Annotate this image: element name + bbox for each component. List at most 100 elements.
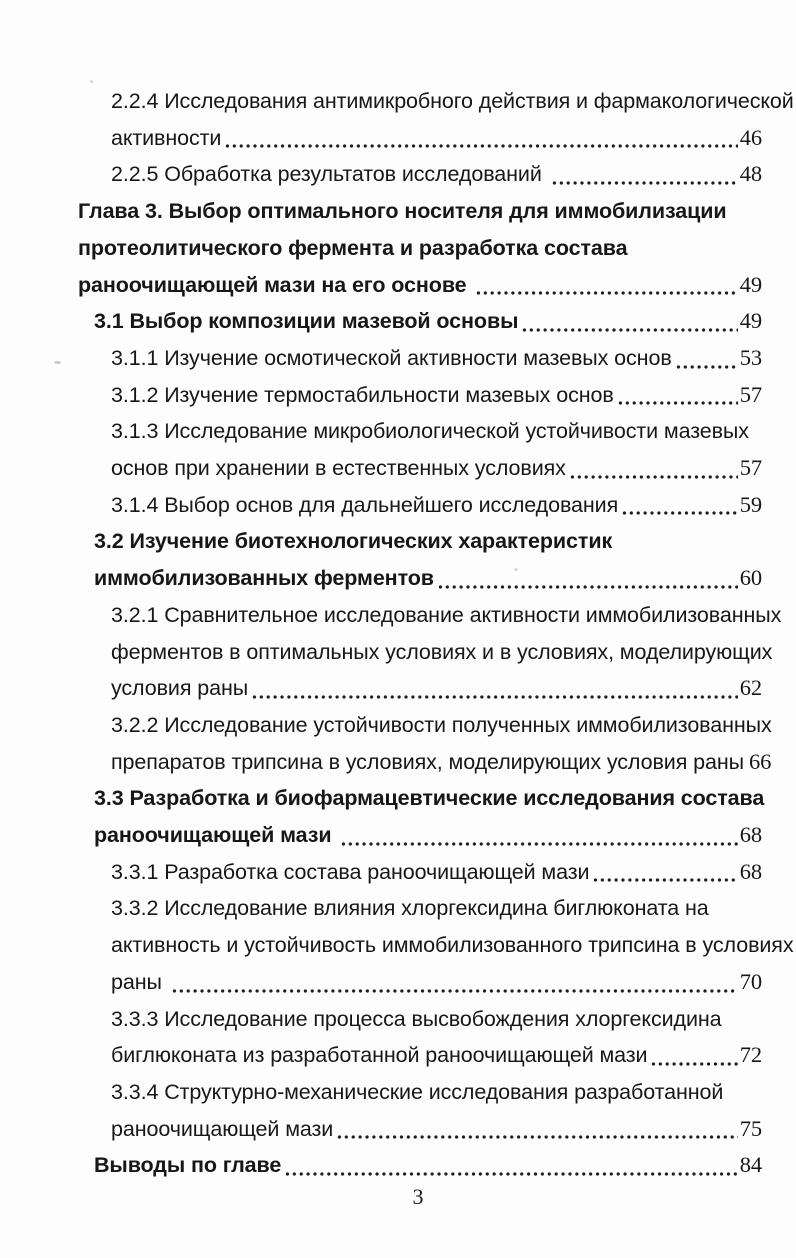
- toc-entry-line: раны 70: [111, 963, 762, 1001]
- toc-entry: 3.3.4 Структурно-механические исследован…: [111, 1074, 762, 1148]
- toc-entry-line: раноочищающей мази 68: [94, 817, 762, 854]
- toc-entry-line: 3.3.4 Структурно-механические исследован…: [111, 1074, 762, 1111]
- toc-entry: Глава 3. Выбор оптимального носителя для…: [78, 193, 762, 304]
- toc-entry-text: Глава 3. Выбор оптимального носителя для…: [78, 199, 727, 224]
- dot-leader: [170, 963, 738, 1001]
- toc-entry: 3.2 Изучение биотехнологических характер…: [94, 523, 762, 597]
- toc-entry-text: раноочищающей мази: [111, 1116, 334, 1141]
- toc-page-ref: 57: [739, 381, 762, 407]
- toc-entry-text: раноочищающей мази на его основе: [78, 272, 473, 297]
- toc-entry-text: основ при хранении в естественных услови…: [111, 456, 566, 481]
- dot-leader: [224, 119, 738, 157]
- toc-entry-text: 2.2.5 Обработка результатов исследований: [111, 162, 548, 187]
- dot-leader: [284, 1147, 738, 1185]
- toc-entry-text: активность и устойчивость иммобилизованн…: [111, 933, 794, 958]
- toc-entry-text: иммобилизованных ферментов: [94, 566, 434, 591]
- toc-entry-text: протеолитического фермента и разработка …: [78, 235, 628, 260]
- toc-entry-text: 3.3.4 Структурно-механические исследован…: [111, 1079, 724, 1104]
- toc-entry-line: ферментов в оптимальных условиях и в усл…: [111, 634, 772, 671]
- toc-entry-line: биглюконата из разработанной раноочищающ…: [111, 1037, 762, 1074]
- toc-entry: 3.3.2 Исследование влияния хлоргексидина…: [111, 890, 794, 1001]
- toc-entry-text: 3.3.2 Исследование влияния хлоргексидина…: [111, 896, 709, 921]
- toc-entry-text: 3.1 Выбор композиции мазевой основы: [94, 309, 519, 334]
- toc-entry-text: 3.2.2 Исследование устойчивости полученн…: [111, 712, 772, 737]
- toc-entry-text: 3.1.2 Изучение термостабильности мазевых…: [111, 382, 614, 407]
- toc-entry-line: препаратов трипсина в условиях, моделиру…: [111, 744, 771, 781]
- toc-entry-line: 3.3.1 Разработка состава раноочищающей м…: [111, 853, 762, 891]
- toc-entry-line: активность и устойчивость иммобилизованн…: [111, 927, 794, 964]
- toc-entry-line: протеолитического фермента и разработка …: [78, 230, 762, 267]
- toc-entry-text: 3.1.4 Выбор основ для дальнейшего исслед…: [111, 492, 619, 517]
- dot-leader: [336, 1110, 738, 1148]
- dot-leader: [340, 817, 738, 854]
- toc-entry-line: 3.2 Изучение биотехнологических характер…: [94, 523, 762, 560]
- toc-entry: 3.1 Выбор композиции мазевой основы 49: [94, 303, 762, 340]
- toc-entry-line: активности 46: [111, 119, 762, 157]
- toc-entry-text: 2.2.4 Исследования антимикробного действ…: [111, 89, 794, 113]
- toc-page-ref: 49: [739, 308, 762, 334]
- toc-page-ref: 70: [739, 968, 762, 994]
- toc-page-ref: 60: [739, 565, 762, 591]
- toc-page-ref: 84: [739, 1152, 762, 1178]
- toc-entry-text: 3.3.3 Исследование процесса высвобождени…: [111, 1006, 722, 1031]
- dot-leader: [475, 266, 738, 304]
- toc-entry: 2.2.5 Обработка результатов исследований…: [111, 156, 762, 194]
- toc-entry-line: 3.2.2 Исследование устойчивости полученн…: [111, 707, 772, 744]
- toc-entry-line: иммобилизованных ферментов 60: [94, 560, 762, 597]
- toc-entry: 3.1.3 Исследование микробиологической ус…: [111, 413, 762, 487]
- toc-page-ref: 49: [739, 271, 762, 297]
- table-of-contents: 2.2.4 Исследования антимикробного действ…: [0, 83, 794, 1185]
- toc-entry-line: 3.3 Разработка и биофармацевтические исс…: [94, 780, 764, 817]
- dot-leader: [436, 560, 738, 597]
- toc-entry-text: условия раны: [111, 676, 249, 701]
- toc-page-ref: 53: [739, 344, 762, 370]
- toc-entry-line: 3.1.3 Исследование микробиологической ус…: [111, 413, 762, 450]
- scan-artifact: [54, 361, 61, 364]
- toc-entry: 3.1.2 Изучение термостабильности мазевых…: [111, 376, 762, 414]
- toc-page-ref: 68: [739, 822, 762, 848]
- dot-leader: [251, 670, 738, 707]
- toc-entry: 3.2.2 Исследование устойчивости полученн…: [111, 707, 772, 781]
- toc-entry-line: раноочищающей мази на его основе 49: [78, 266, 762, 304]
- toc-entry-text: раноочищающей мази: [94, 823, 338, 848]
- toc-entry: 3.3.3 Исследование процесса высвобождени…: [111, 1001, 762, 1074]
- toc-entry: 3.3 Разработка и биофармацевтические исс…: [94, 780, 764, 854]
- toc-entry: 3.1.4 Выбор основ для дальнейшего исслед…: [111, 486, 762, 524]
- toc-page-ref: 48: [739, 161, 762, 187]
- toc-entry-line: 3.3.3 Исследование процесса высвобождени…: [111, 1001, 762, 1038]
- toc-entry-text: 3.3.1 Разработка состава раноочищающей м…: [111, 859, 590, 884]
- toc-entry-text: препаратов трипсина в условиях, моделиру…: [111, 749, 744, 774]
- scan-artifact: [514, 568, 518, 571]
- toc-entry-text: раны: [111, 969, 168, 994]
- toc-entry-line: раноочищающей мази 75: [111, 1110, 762, 1148]
- toc-entry-text: 3.2.1 Сравнительное исследование активно…: [111, 602, 782, 627]
- toc-page-ref: 62: [739, 675, 762, 701]
- toc-entry: 3.1.1 Изучение осмотической активности м…: [111, 339, 762, 377]
- page-number: 3: [412, 1184, 424, 1209]
- scan-artifact: [90, 80, 93, 83]
- toc-page-ref: 46: [739, 124, 762, 150]
- dot-leader: [568, 450, 738, 487]
- toc-entry-line: основ при хранении в естественных услови…: [111, 450, 762, 487]
- toc-entry-line: 3.3.2 Исследование влияния хлоргексидина…: [111, 890, 762, 927]
- dot-leader: [550, 156, 738, 194]
- toc-entry-text: ферментов в оптимальных условиях и в усл…: [111, 639, 773, 664]
- toc-entry-line: 3.1 Выбор композиции мазевой основы 49: [94, 303, 762, 340]
- dot-leader: [592, 853, 738, 891]
- toc-entry-text: 3.1.3 Исследование микробиологической ус…: [111, 419, 749, 444]
- toc-page-ref: 59: [739, 491, 762, 517]
- toc-entry: 3.2.1 Сравнительное исследование активно…: [111, 597, 781, 707]
- dot-leader: [650, 1037, 738, 1074]
- dot-leader: [521, 303, 738, 340]
- toc-entry-line: 3.1.2 Изучение термостабильности мазевых…: [111, 376, 762, 414]
- toc-entry-text: биглюконата из разработанной раноочищающ…: [111, 1043, 648, 1068]
- dot-leader: [674, 339, 738, 377]
- toc-entry-text: 3.1.1 Изучение осмотической активности м…: [111, 345, 672, 370]
- toc-entry-line: 3.2.1 Сравнительное исследование активно…: [111, 597, 781, 634]
- toc-entry-text: активности: [111, 125, 222, 150]
- dot-leader: [616, 376, 738, 414]
- toc-entry-line: условия раны 62: [111, 670, 762, 707]
- toc-entry-line: Выводы по главе 84: [94, 1147, 762, 1185]
- toc-page-ref: 66: [748, 748, 772, 774]
